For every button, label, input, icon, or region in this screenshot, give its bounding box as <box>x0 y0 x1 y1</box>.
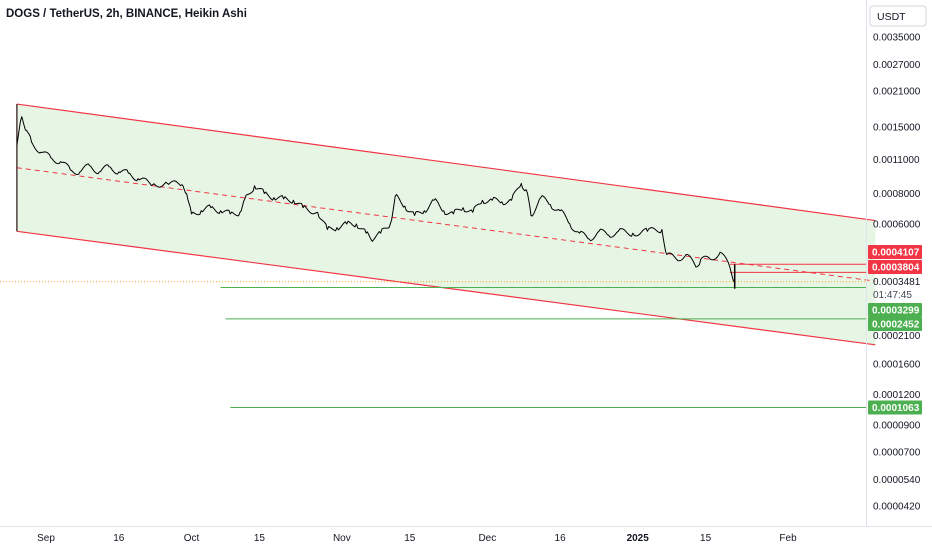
y-tick-label: 0.0001600 <box>873 360 921 371</box>
price-line <box>16 116 735 283</box>
y-tick-label: 0.0002100 <box>873 331 921 342</box>
channel-upper-line <box>16 103 876 222</box>
channel-lower-line <box>16 230 876 346</box>
svg-text:USDT: USDT <box>877 11 906 23</box>
y-tick-label: 0.0021000 <box>873 87 921 98</box>
x-tick-label: 15 <box>700 533 712 544</box>
x-tick-label: Sep <box>37 533 55 544</box>
y-tick-label: 0.0000540 <box>873 475 921 486</box>
support-price-label: 0.0002452 <box>872 320 920 331</box>
x-tick-label: Feb <box>779 533 797 544</box>
chart-title: DOGS / TetherUS, 2h, BINANCE, Heikin Ash… <box>6 8 247 20</box>
price-badges: 0.00041070.00038040.00032990.00024520.00… <box>868 245 922 415</box>
y-tick-label: 0.0000420 <box>873 502 921 513</box>
y-tick-label: 0.0000700 <box>873 447 921 458</box>
resistance-price-badge <box>868 260 922 274</box>
bar-countdown: 01:47:45 <box>873 290 912 301</box>
y-tick-label: 0.0015000 <box>873 122 921 133</box>
x-tick-label: 16 <box>113 533 125 544</box>
y-tick-label: 0.0008000 <box>873 189 921 200</box>
y-tick-label: 0.0011000 <box>873 155 920 166</box>
x-tick-label: 16 <box>555 533 567 544</box>
regression-channel <box>16 103 876 346</box>
y-tick-label: 0.0035000 <box>873 33 921 44</box>
x-tick-label: Dec <box>478 533 496 544</box>
x-tick-label: 2025 <box>627 533 650 544</box>
y-tick-label: 0.0027000 <box>873 60 921 71</box>
resistance-price-label: 0.0003804 <box>872 263 920 274</box>
y-tick-label: 0.0001200 <box>873 390 921 401</box>
x-tick-label: 15 <box>404 533 416 544</box>
y-tick-label: 0.0006000 <box>873 220 921 231</box>
support-price-label: 0.0001063 <box>872 403 920 414</box>
resistance-price-badge <box>868 245 922 259</box>
time-axis[interactable]: Sep 16 Oct 15 Nov 15 Dec 16 2025 15 Feb <box>37 533 797 544</box>
support-price-label: 0.0003299 <box>872 306 920 317</box>
x-tick-label: Oct <box>184 533 200 544</box>
support-price-badge <box>868 317 922 331</box>
price-series <box>16 104 736 289</box>
x-tick-label: Nov <box>333 533 351 544</box>
y-tick-label: 0.0000900 <box>873 421 921 432</box>
horizontal-levels <box>0 263 866 409</box>
current-price-label: 0.0003481 <box>873 277 921 288</box>
x-tick-label: 15 <box>254 533 266 544</box>
price-axis[interactable]: 0.0035000 0.0027000 0.0021000 0.0015000 0.00… <box>873 33 921 513</box>
support-price-badge <box>868 400 922 415</box>
resistance-price-label: 0.0004107 <box>872 248 920 259</box>
support-price-badge <box>868 303 922 317</box>
currency-button[interactable]: USDT <box>869 5 927 27</box>
